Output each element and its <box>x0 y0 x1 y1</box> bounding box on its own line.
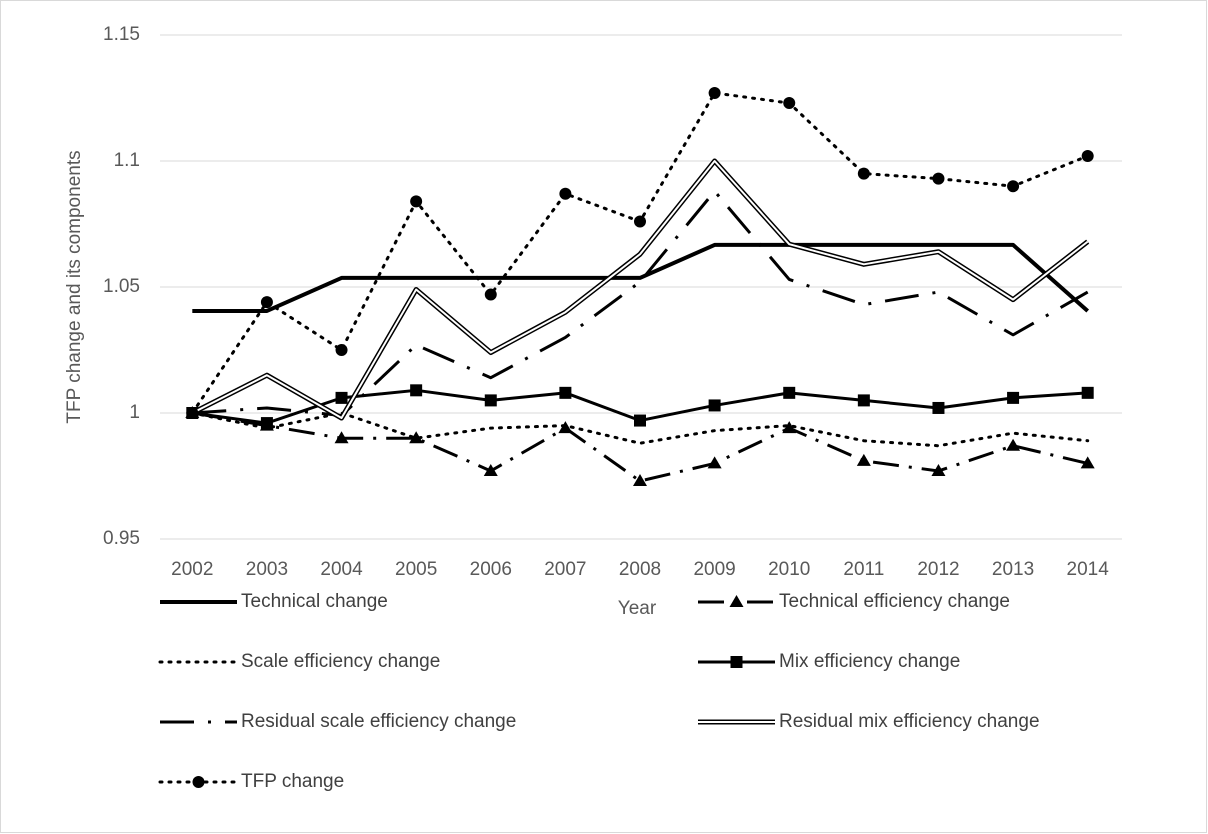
data-point <box>633 474 647 487</box>
data-point <box>1007 391 1020 404</box>
data-point <box>857 394 870 407</box>
y-axis-title: TFP change and its components <box>64 150 85 423</box>
x-tick-label: 2003 <box>246 559 288 580</box>
legend-marker <box>192 776 205 788</box>
data-point <box>260 417 273 430</box>
series-line <box>190 411 1090 448</box>
data-point <box>335 391 348 404</box>
data-point <box>783 97 796 110</box>
x-tick-label: 2010 <box>768 559 810 580</box>
data-point <box>186 407 199 419</box>
data-point <box>931 463 946 476</box>
data-point <box>559 187 572 200</box>
data-point <box>484 394 497 407</box>
x-tick-label: 2012 <box>917 559 959 580</box>
data-point <box>1080 456 1095 469</box>
data-point <box>1007 180 1020 193</box>
series-line <box>192 242 1090 313</box>
data-point <box>334 431 349 444</box>
data-point <box>559 386 572 399</box>
x-tick-label: 2002 <box>171 559 213 580</box>
data-point <box>1081 149 1094 162</box>
x-tick-label: 2013 <box>992 559 1034 580</box>
legend-label: Residual mix efficiency change <box>779 711 1040 732</box>
legend-label: TFP change <box>241 771 344 792</box>
x-tick-label: 2006 <box>470 559 512 580</box>
data-point <box>484 288 497 301</box>
legend-label: Technical change <box>241 591 388 612</box>
x-tick-label: 2009 <box>693 559 735 580</box>
data-point <box>409 431 424 444</box>
data-point <box>782 421 797 434</box>
series-line-inner <box>191 160 1089 420</box>
legend-label: Scale efficiency change <box>241 651 440 672</box>
data-point <box>707 456 722 469</box>
data-point <box>1081 386 1094 399</box>
y-tick-label: 1 <box>129 402 140 423</box>
y-tick-label: 1.15 <box>103 24 140 45</box>
data-point <box>857 167 870 180</box>
legend-marker <box>729 595 744 607</box>
data-point <box>932 172 945 185</box>
data-point <box>335 344 348 356</box>
data-point <box>634 414 646 427</box>
data-point <box>260 296 273 309</box>
data-point <box>410 384 423 397</box>
data-point <box>1006 438 1021 451</box>
data-point <box>483 463 498 476</box>
x-tick-label: 2011 <box>843 559 884 580</box>
data-point <box>856 453 871 466</box>
data-point <box>410 195 423 208</box>
legend-marker <box>730 656 743 668</box>
data-point <box>783 386 796 399</box>
data-point <box>634 215 646 228</box>
data-point <box>708 86 721 99</box>
legend-label: Technical efficiency change <box>779 591 1010 612</box>
x-tick-label: 2004 <box>320 559 363 580</box>
data-point <box>932 401 945 414</box>
y-tick-label: 0.95 <box>103 528 140 549</box>
legend-label: Residual scale efficiency change <box>241 711 516 732</box>
data-point <box>558 421 573 434</box>
legend-label: Mix efficiency change <box>779 651 960 672</box>
x-tick-label: 2014 <box>1067 559 1110 580</box>
y-tick-label: 1.05 <box>103 276 140 297</box>
x-tick-label: 2007 <box>544 559 586 580</box>
x-tick-label: 2008 <box>619 559 661 580</box>
y-tick-label: 1.1 <box>114 150 140 171</box>
data-point <box>708 399 721 412</box>
x-axis-title: Year <box>618 598 657 619</box>
x-tick-label: 2005 <box>395 559 437 580</box>
